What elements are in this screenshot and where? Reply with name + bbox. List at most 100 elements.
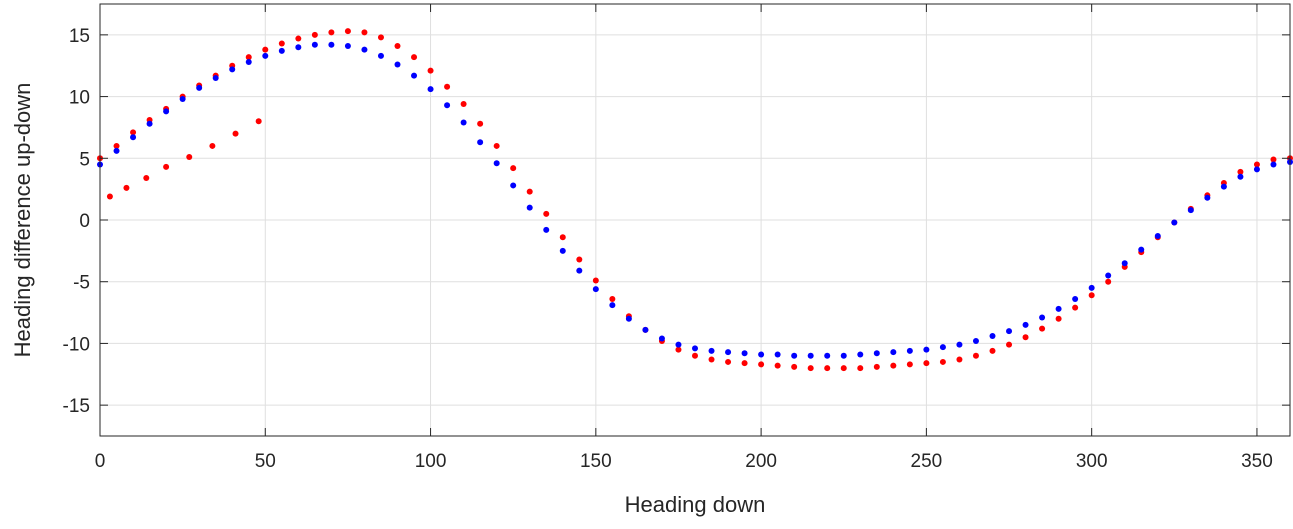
scatter-point — [163, 108, 170, 115]
scatter-point — [1270, 156, 1277, 163]
scatter-point — [1055, 305, 1062, 312]
scatter-point — [906, 347, 913, 354]
scatter-point — [427, 67, 434, 74]
scatter-point — [824, 365, 831, 372]
scatter-point — [1022, 334, 1029, 341]
scatter-point — [113, 147, 120, 154]
scatter-point — [1171, 219, 1178, 226]
scatter-point — [972, 337, 979, 344]
scatter-point — [328, 41, 335, 48]
scatter-point — [543, 210, 550, 217]
scatter-point — [559, 234, 566, 241]
scatter-point — [1204, 194, 1211, 201]
x-tick-label: 0 — [95, 451, 106, 472]
scatter-point — [328, 29, 335, 36]
scatter-point — [1253, 161, 1260, 168]
y-tick-label: -15 — [63, 396, 90, 417]
y-tick-label: 5 — [79, 149, 90, 170]
scatter-point — [1105, 278, 1112, 285]
scatter-point — [1270, 161, 1277, 168]
scatter-point — [559, 247, 566, 254]
scatter-point — [774, 362, 781, 369]
scatter-point — [477, 139, 484, 146]
scatter-point — [377, 34, 384, 41]
scatter-point — [146, 120, 153, 127]
scatter-point — [1237, 173, 1244, 180]
scatter-point — [411, 54, 418, 61]
scatter-point — [906, 361, 913, 368]
scatter-point — [956, 341, 963, 348]
scatter-point — [708, 356, 715, 363]
x-tick-label: 50 — [255, 451, 276, 472]
scatter-point — [939, 344, 946, 351]
scatter-point — [278, 47, 285, 54]
scatter-point — [625, 315, 632, 322]
scatter-point — [361, 29, 368, 36]
scatter-point — [658, 335, 665, 342]
scatter-point — [576, 267, 583, 274]
scatter-point — [245, 54, 252, 61]
y-tick-label: 15 — [69, 26, 90, 47]
x-tick-label: 350 — [1241, 451, 1273, 472]
scatter-point — [311, 41, 318, 48]
scatter-point — [361, 46, 368, 53]
scatter-point — [113, 142, 120, 149]
scatter-point — [344, 42, 351, 49]
scatter-point — [196, 84, 203, 91]
x-tick-label: 100 — [415, 451, 447, 472]
scatter-point — [278, 40, 285, 47]
scatter-point — [873, 350, 880, 357]
grid — [99, 4, 1290, 436]
scatter-point — [460, 119, 467, 126]
scatter-point — [791, 352, 798, 359]
scatter-point — [1072, 304, 1079, 311]
scatter-point — [675, 346, 682, 353]
scatter-point — [510, 182, 517, 189]
scatter-point — [1039, 314, 1046, 321]
scatter-point — [493, 160, 500, 167]
scatter-point — [130, 129, 137, 136]
scatter-point — [1253, 166, 1260, 173]
scatter-point — [1220, 183, 1227, 190]
scatter-point — [163, 163, 170, 170]
scatter-point — [377, 52, 384, 59]
scatter-point — [939, 358, 946, 365]
scatter-point — [692, 345, 698, 352]
scatter-point — [972, 352, 979, 359]
scatter-point — [295, 44, 302, 51]
scatter-point — [989, 333, 996, 340]
scatter-point — [609, 295, 616, 302]
scatter-point — [1187, 207, 1194, 214]
scatter-point — [725, 358, 732, 365]
scatter-point — [510, 165, 517, 172]
scatter-point — [923, 360, 930, 367]
scatter-point — [774, 351, 781, 358]
scatter-point — [311, 31, 318, 38]
scatter-point — [212, 75, 219, 82]
scatter-point — [857, 365, 864, 372]
scatter-point — [209, 142, 216, 149]
scatter-point — [807, 352, 814, 359]
y-tick-label: 10 — [69, 88, 90, 109]
scatter-point — [1006, 341, 1013, 348]
scatter-point — [642, 326, 649, 333]
scatter-point — [890, 362, 897, 369]
scatter-point — [576, 256, 583, 263]
scatter-point — [543, 226, 550, 233]
scatter-point — [1088, 292, 1095, 299]
y-tick-label: -10 — [63, 334, 90, 355]
scatter-point — [592, 277, 599, 284]
scatter-point — [840, 352, 847, 359]
x-axis-label: Heading down — [625, 492, 766, 517]
scatter-point — [444, 83, 451, 90]
scatter-point — [477, 120, 484, 127]
scatter-point — [1022, 321, 1029, 328]
scatter-point — [989, 347, 996, 354]
scatter-point — [444, 102, 451, 109]
scatter-point — [411, 72, 418, 79]
scatter-point — [873, 363, 880, 370]
scatter-point — [493, 142, 500, 149]
scatter-point — [526, 188, 533, 195]
scatter-point — [890, 349, 897, 356]
